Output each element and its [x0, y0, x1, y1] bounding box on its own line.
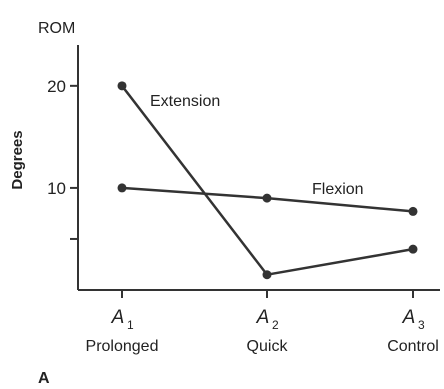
- x-tick-label: Quick: [247, 338, 289, 355]
- y-axis-label: Degrees: [9, 130, 26, 189]
- data-point-flexion: [408, 206, 418, 216]
- panel-label: A: [38, 370, 50, 387]
- series-label-flexion: Flexion: [312, 181, 364, 198]
- data-point-flexion: [117, 183, 127, 193]
- x-tick-subscript: 2: [272, 318, 279, 332]
- y-tick-label: 10: [47, 179, 66, 198]
- x-tick-subscript: 3: [418, 318, 425, 332]
- data-point-extension: [408, 244, 418, 254]
- x-tick-label: Prolonged: [86, 338, 159, 355]
- x-tick-letter: A: [402, 307, 416, 328]
- data-point-flexion: [262, 193, 272, 203]
- data-point-extension: [117, 81, 127, 91]
- x-tick-letter: A: [256, 307, 270, 328]
- x-tick-letter: A: [111, 307, 125, 328]
- data-point-extension: [262, 270, 272, 280]
- x-tick-subscript: 1: [127, 318, 134, 332]
- series-label-extension: Extension: [150, 93, 220, 110]
- chart-title: ROM: [38, 20, 75, 37]
- series-line-extension: [121, 85, 414, 277]
- x-tick-label: Control: [387, 338, 439, 355]
- y-tick-label: 20: [47, 77, 66, 96]
